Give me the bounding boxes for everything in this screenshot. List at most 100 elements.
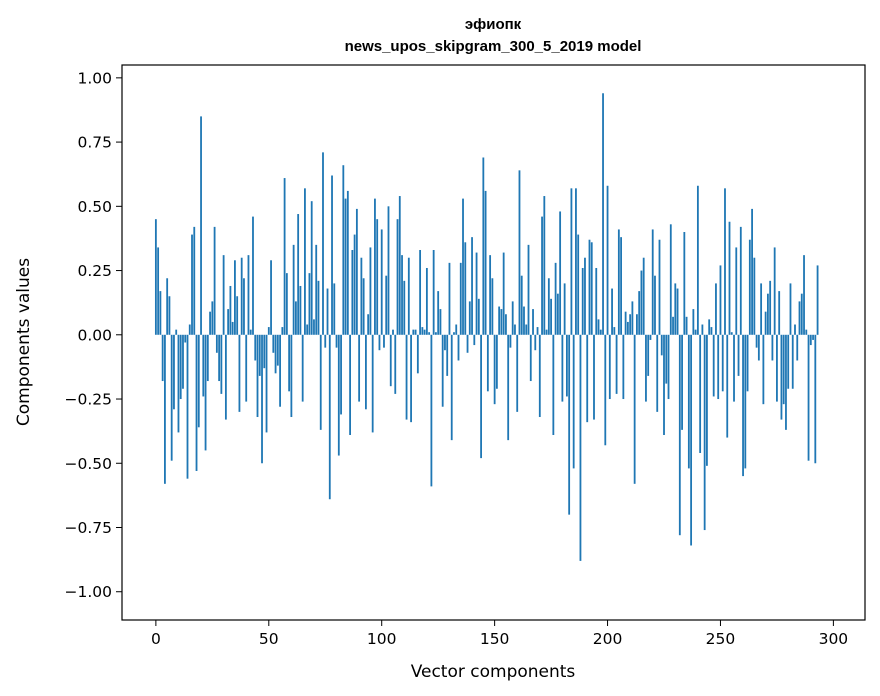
bar-279 [785,334,787,430]
bar-245 [708,319,711,335]
bar-285 [798,301,801,335]
bar-79 [333,283,336,335]
bar-218 [647,334,650,376]
bar-98 [376,219,379,335]
bar-207 [622,334,625,400]
bar-128 [444,334,446,351]
bar-74 [322,152,324,335]
bar-104 [389,334,392,387]
bar-212 [633,334,636,484]
bar-241 [699,334,702,453]
bar-180 [561,334,564,402]
bar-200 [606,185,609,335]
bar-9 [175,329,178,335]
bar-152 [498,306,501,335]
bar-179 [559,211,562,335]
bar-234 [683,232,686,335]
chart-title-line-1: эфиопк [465,16,522,33]
bar-72 [317,280,320,335]
bar-219 [649,334,652,340]
bar-88 [353,234,356,335]
bar-87 [351,250,354,335]
bar-183 [568,334,571,515]
bar-145 [482,157,485,335]
bar-41 [247,255,250,335]
bar-192 [588,239,591,335]
bar-175 [550,298,552,335]
bar-247 [712,334,715,397]
bar-266 [755,334,758,348]
bar-259 [739,226,742,335]
y-tick-label: 0.75 [77,134,112,152]
bar-95 [369,247,372,335]
bar-32 [227,309,230,335]
bar-91 [360,257,363,335]
bar-44 [254,334,257,361]
bar-270 [764,311,767,335]
bar-39 [243,278,245,335]
bar-290 [809,334,812,346]
bar-193 [590,242,593,335]
bar-278 [782,334,785,405]
bar-222 [656,334,659,412]
bar-224 [660,334,663,356]
bar-199 [604,334,607,446]
bar-90 [358,334,361,402]
bar-275 [776,334,778,402]
bar-139 [468,301,471,335]
bar-203 [613,327,616,335]
bar-230 [674,283,677,335]
bar-170 [538,334,541,418]
bar-204 [615,334,618,394]
bar-58 [285,273,288,335]
bar-35 [234,260,236,335]
bar-73 [319,334,322,430]
bar-28 [218,334,221,382]
bar-4 [164,334,166,484]
bar-250 [719,265,722,335]
bar-56 [281,327,284,335]
bar-64 [299,285,302,335]
bar-194 [593,334,595,420]
bar-153 [500,309,503,335]
bar-274 [773,247,776,335]
bar-182 [565,334,568,397]
bar-99 [378,334,381,351]
bar-263 [748,239,751,335]
bar-52 [272,334,275,353]
bar-171 [541,216,543,335]
bar-144 [480,334,482,459]
x-tick-label: 250 [706,630,736,648]
bar-109 [401,255,403,335]
bar-143 [477,298,480,335]
bar-228 [669,224,672,335]
bar-158 [511,301,514,335]
bar-148 [489,255,492,335]
bar-89 [355,208,358,335]
bar-113 [410,334,412,423]
bar-110 [403,280,406,335]
bar-216 [642,257,645,335]
bar-198 [602,93,604,335]
bar-126 [439,309,442,335]
bar-16 [191,234,193,335]
bar-184 [570,188,573,335]
bar-123 [432,250,435,335]
bar-42 [249,329,252,335]
bar-176 [552,334,555,435]
bar-181 [563,283,566,335]
bar-201 [608,334,611,400]
bar-251 [721,334,724,392]
bar-84 [344,198,347,335]
x-tick-label: 150 [480,630,510,648]
bar-233 [681,334,683,430]
bar-86 [349,334,351,435]
bar-162 [520,275,523,335]
bar-66 [304,188,306,335]
bar-229 [672,316,674,335]
bar-17 [193,226,196,335]
bar-264 [751,208,753,335]
bar-189 [581,267,584,335]
bar-67 [306,324,309,335]
bar-62 [294,301,297,335]
